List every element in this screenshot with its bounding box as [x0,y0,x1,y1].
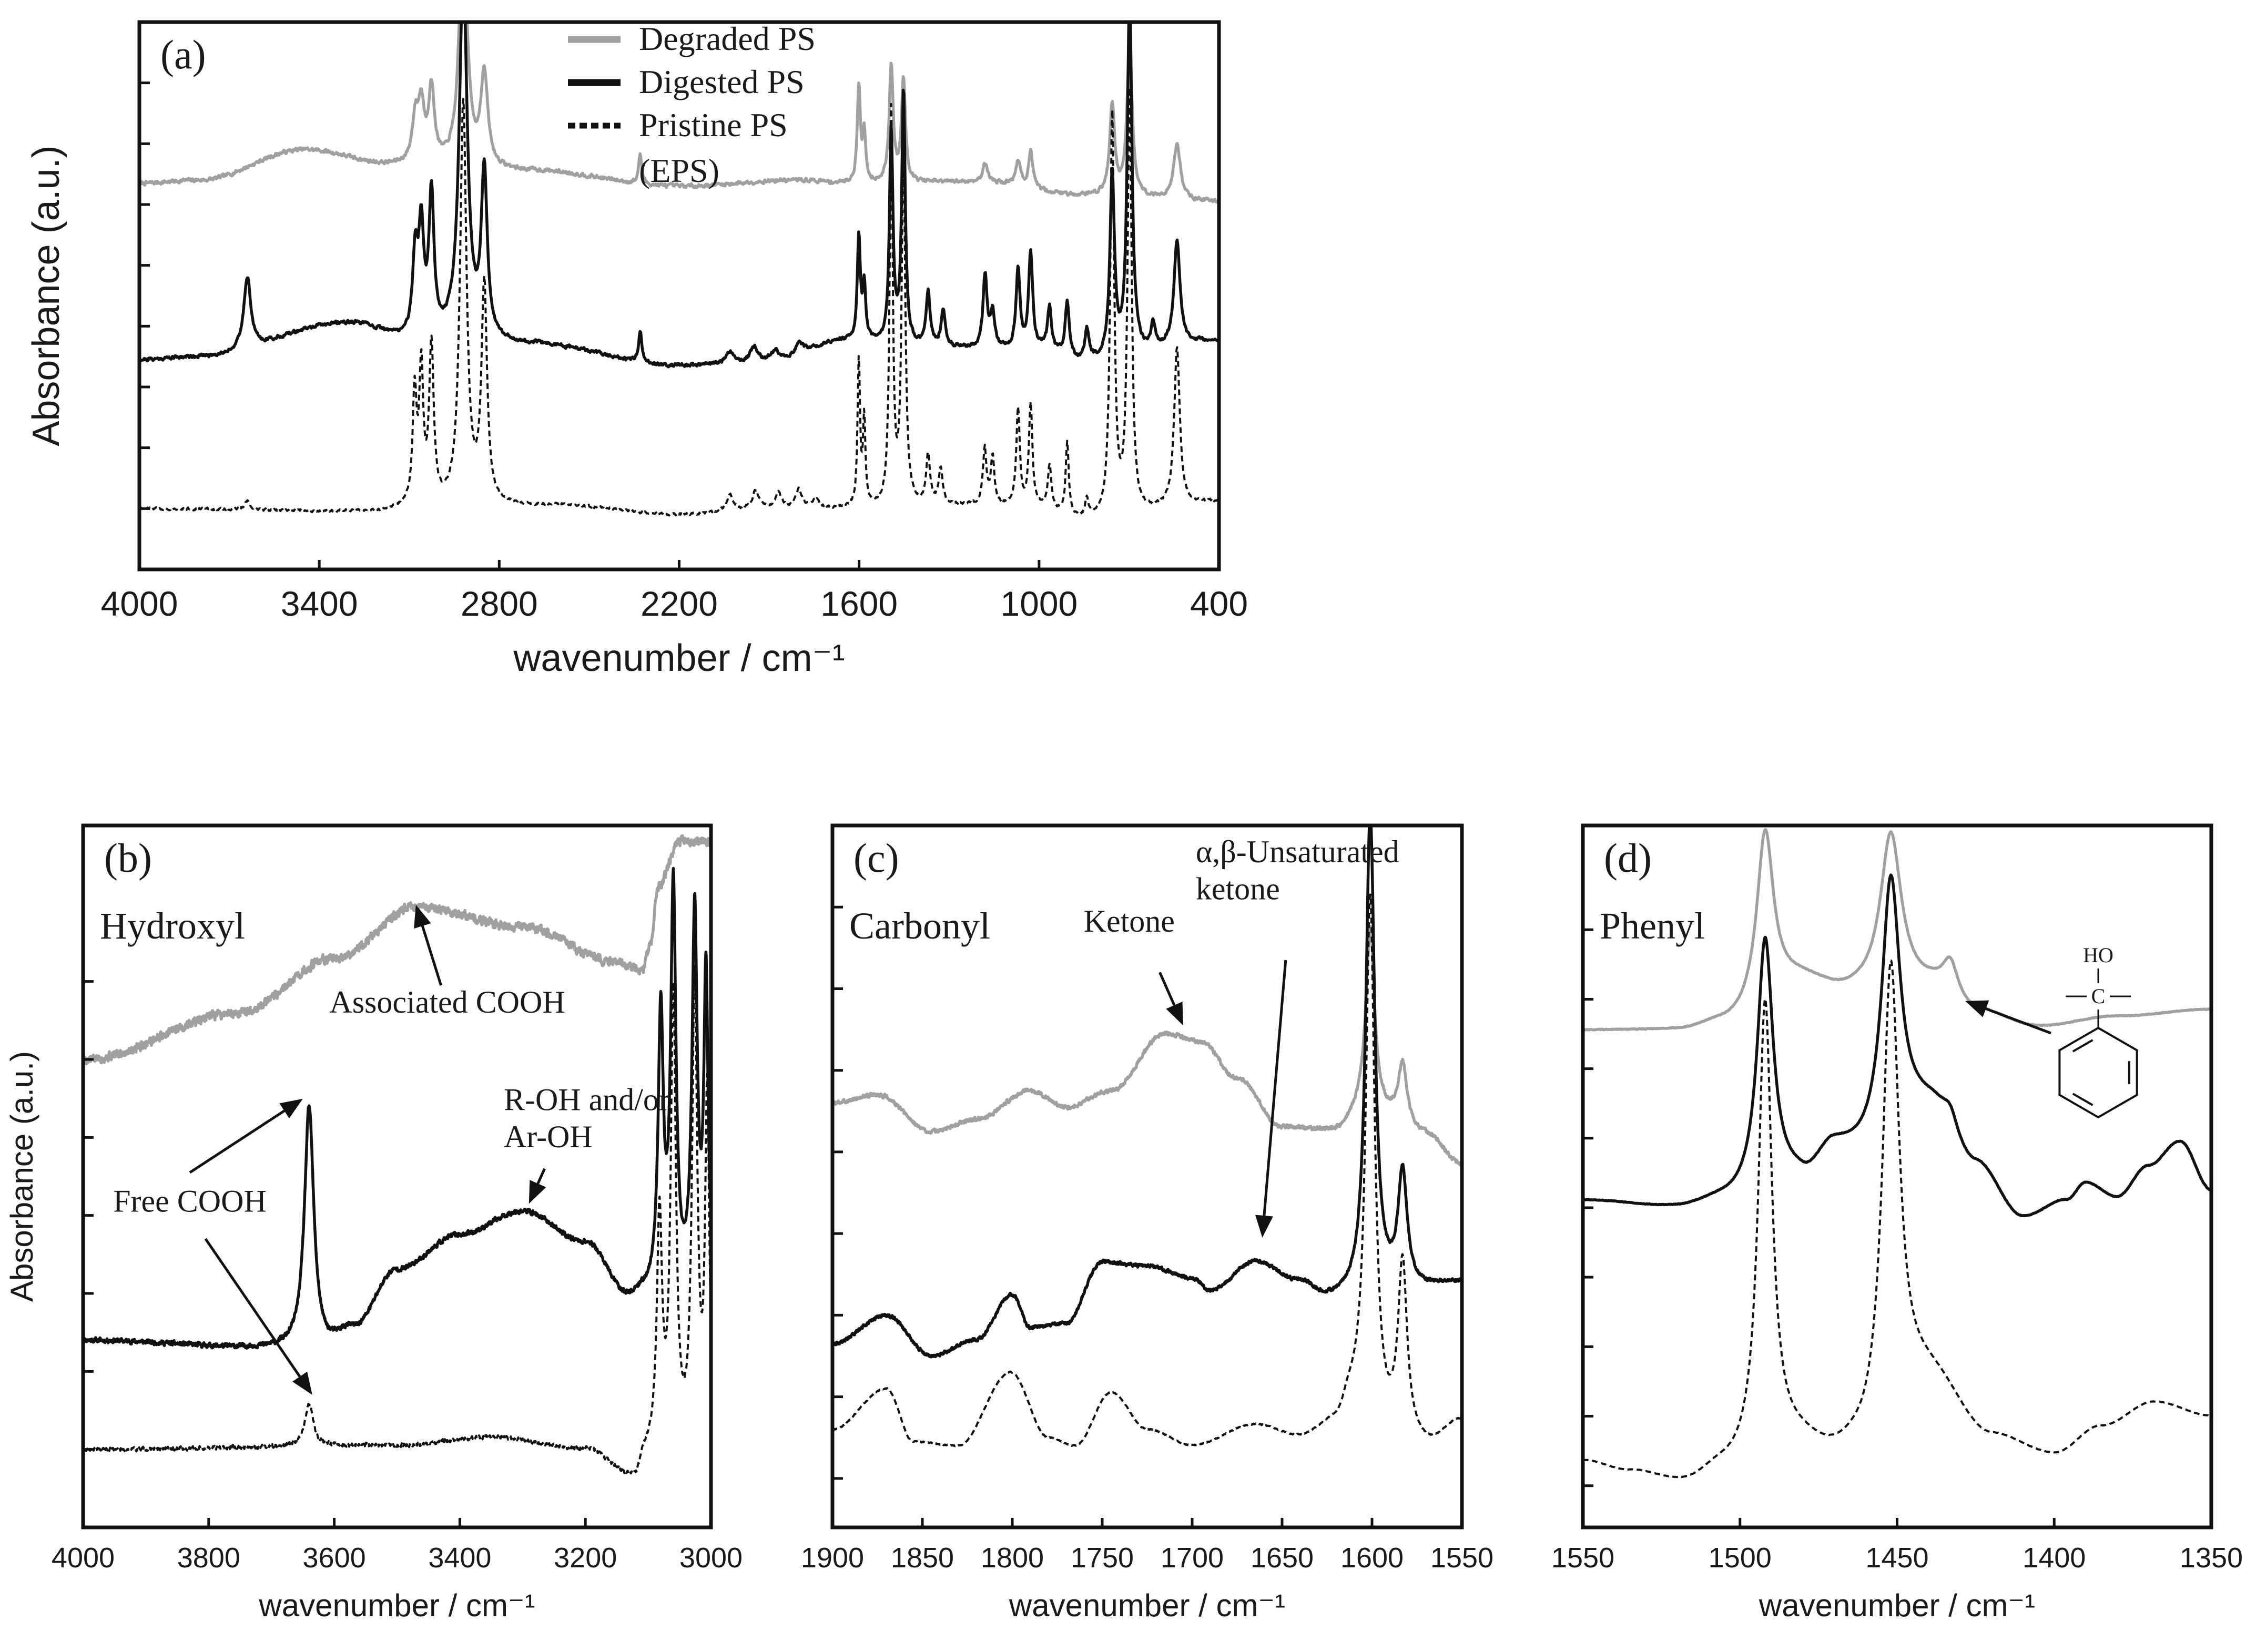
annotation-free-cooh: Free COOH [113,1184,267,1218]
x-tick-label: 4000 [52,1542,115,1574]
x-tick-label: 2200 [641,584,718,623]
legend-entry: (EPS) [639,152,719,189]
panel-title: Phenyl [1600,905,1705,947]
series-line-digested-ps [139,22,1219,369]
plot-frame [830,823,1464,1529]
x-tick-label: 3400 [428,1542,491,1574]
x-tick-label: 1400 [2023,1542,2086,1574]
annotation-arrow-head [1965,1000,1989,1017]
annotation-associated-cooh: Associated COOH [329,985,565,1019]
x-tick-label: 1900 [801,1542,864,1574]
benzene-double-bond [2072,1039,2094,1053]
x-tick-label: 1500 [1709,1542,1772,1574]
annotation-arrow [536,1168,546,1185]
x-tick-label: 1600 [820,584,898,623]
x-axis-label: wavenumber / cm⁻¹ [1759,1588,2035,1623]
x-tick-label: 400 [1190,584,1248,623]
x-tick-label: 1550 [1430,1542,1493,1574]
series-line-digested-ps [83,866,711,1350]
x-tick-label: 1550 [1551,1542,1614,1574]
annotation-arrow [1159,972,1176,1006]
panel-a: 4000 3400 2800 2200 1600 1000 400 wavenumber / … [25,20,1248,679]
panel-title: Hydroxyl [100,905,245,947]
legend-entry: Digested PS [639,63,805,100]
series-group-b [83,834,711,1475]
x-tick-label: 4000 [101,584,178,623]
structure-c-label: C [2091,984,2106,1008]
panel-letter: (b) [104,835,152,881]
annotation-unsaturated-ketone: α,β-Unsaturated ketone [1196,834,1399,906]
benzylic-alcohol-structure: HO C [2058,943,2138,1119]
annotation-arrow [421,925,442,986]
series-line-pristine-ps [832,893,1462,1447]
panel-letter: (a) [160,32,206,77]
series-group-d [1583,828,2211,1478]
x-axis-label: wavenumber / cm⁻¹ [1009,1588,1285,1623]
annotation-arrow-head [292,1371,312,1395]
panel-c: 1900 1850 1800 1750 1700 1650 1600 1550 wavenumb… [801,823,1493,1623]
legend-entry: Degraded PS [639,20,816,57]
x-tick-label: 1800 [981,1542,1044,1574]
plot-frame [137,20,1221,572]
x-tick-label: 1000 [1000,584,1078,623]
benzene-ring [2058,1026,2138,1119]
annotation-arrow [1263,960,1287,1216]
plot-frame [81,823,713,1529]
x-axis-label: wavenumber / cm⁻¹ [513,637,845,679]
panel-b: 4000 3800 3600 3400 3200 3000 wavenumber / cm⁻… [4,823,743,1623]
annotation-arrow-head [414,904,431,929]
series-line-degraded-ps [1583,828,2211,1032]
series-line-degraded-ps [83,834,711,1066]
panel-title: Carbonyl [849,905,990,947]
panel-letter: (d) [1604,835,1652,881]
x-tick-label: 3800 [177,1542,240,1574]
legend: Degraded PS Digested PS Pristine PS (EPS) [568,20,816,189]
structure-ho-label: HO [2083,943,2113,967]
y-axis-label: Absorbance (a.u.) [25,145,67,446]
annotation-arrow-head [1255,1215,1273,1238]
x-tick-label: 2800 [461,584,538,623]
series-group-c [832,825,1462,1447]
x-tick-label: 1750 [1071,1542,1134,1574]
series-line-digested-ps [1583,873,2211,1218]
x-tick-label: 1350 [2180,1542,2243,1574]
series-line-pristine-ps [83,965,711,1475]
panel-d: 1550 1500 1450 1400 1350 wavenumber / cm⁻¹ (d)… [1551,823,2243,1623]
series-line-degraded-ps [139,22,1219,204]
series-line-digested-ps [832,825,1462,1359]
annotation-arrow-head [529,1180,546,1204]
series-line-pristine-ps [139,86,1219,517]
x-tick-label: 1650 [1251,1542,1314,1574]
annotation-arrow [204,1238,301,1378]
x-tick-label: 3400 [281,584,358,623]
annotation-ketone: Ketone [1084,904,1175,939]
x-tick-label: 1600 [1340,1542,1404,1574]
series-line-degraded-ps [832,925,1462,1167]
annotation-arrow [189,1109,286,1174]
legend-entry: Pristine PS [639,106,788,144]
annotation-arrow-head [1166,1002,1183,1026]
annotation-arrow-head [279,1098,303,1118]
x-axis-label: wavenumber / cm⁻¹ [258,1588,535,1623]
annotation-arrow [1985,1007,2051,1035]
y-axis-label: Absorbance (a.u.) [4,1051,39,1302]
annotation-r-oh: R-OH and/or Ar-OH [504,1082,669,1154]
x-tick-label: 1850 [891,1542,954,1574]
series-group-a [139,22,1219,517]
x-tick-label: 3200 [554,1542,617,1574]
x-tick-label: 1700 [1161,1542,1224,1574]
x-tick-label: 3600 [303,1542,366,1574]
x-tick-label: 1450 [1865,1542,1928,1574]
panel-letter: (c) [853,835,899,881]
x-tick-label: 3000 [679,1542,743,1574]
benzene-double-bond [2072,1093,2094,1106]
